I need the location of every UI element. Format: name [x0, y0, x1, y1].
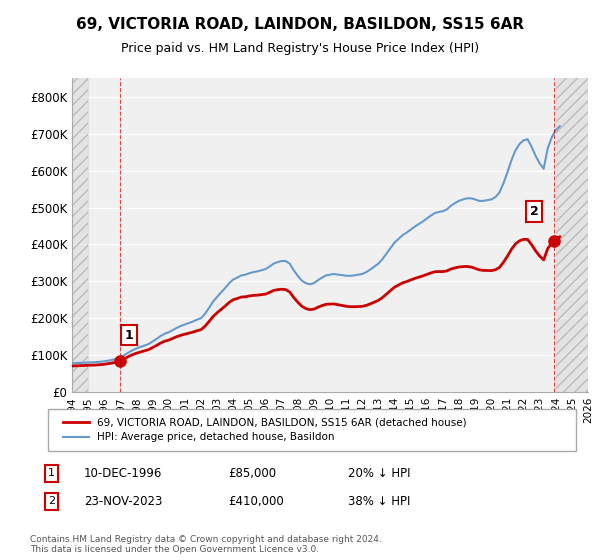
Text: 23-NOV-2023: 23-NOV-2023 — [84, 494, 163, 508]
Bar — [556, 78, 588, 392]
Text: Contains HM Land Registry data © Crown copyright and database right 2024.
This d: Contains HM Land Registry data © Crown c… — [30, 535, 382, 554]
Text: 20% ↓ HPI: 20% ↓ HPI — [348, 466, 410, 480]
FancyBboxPatch shape — [48, 409, 576, 451]
Text: 2: 2 — [48, 496, 55, 506]
Text: 10-DEC-1996: 10-DEC-1996 — [84, 466, 163, 480]
Text: £410,000: £410,000 — [228, 494, 284, 508]
Text: 1: 1 — [48, 468, 55, 478]
Text: 69, VICTORIA ROAD, LAINDON, BASILDON, SS15 6AR: 69, VICTORIA ROAD, LAINDON, BASILDON, SS… — [76, 17, 524, 32]
Text: 2: 2 — [530, 205, 539, 218]
Text: £85,000: £85,000 — [228, 466, 276, 480]
Text: Price paid vs. HM Land Registry's House Price Index (HPI): Price paid vs. HM Land Registry's House … — [121, 42, 479, 55]
Bar — [72, 78, 88, 392]
Text: 38% ↓ HPI: 38% ↓ HPI — [348, 494, 410, 508]
Legend: 69, VICTORIA ROAD, LAINDON, BASILDON, SS15 6AR (detached house), HPI: Average pr: 69, VICTORIA ROAD, LAINDON, BASILDON, SS… — [58, 413, 471, 446]
Bar — [556, 78, 588, 392]
Text: 1: 1 — [124, 329, 133, 342]
Bar — [72, 78, 88, 392]
